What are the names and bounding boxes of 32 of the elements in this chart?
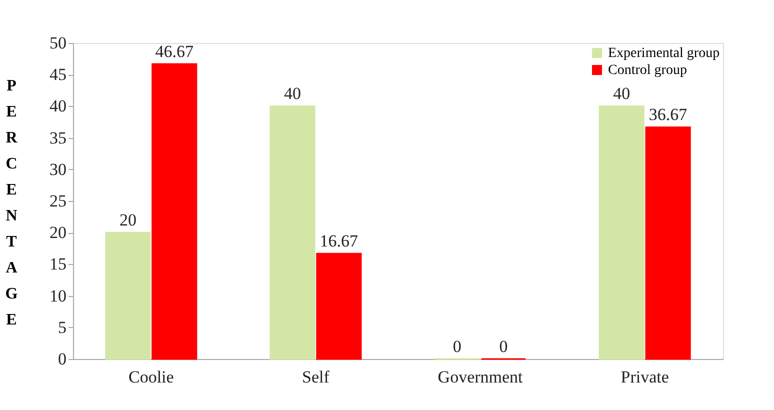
bar (598, 105, 644, 360)
y-tick-label: 50 (50, 34, 66, 52)
bar (105, 232, 151, 360)
y-tick-label: 20 (50, 223, 66, 242)
text: PERCENTAGE (5, 78, 18, 328)
bar (270, 105, 316, 360)
bar (316, 252, 362, 360)
data-label: 46.67 (155, 42, 194, 62)
data-label: 36.67 (648, 105, 688, 124)
legend-label: Experimental group (608, 46, 720, 61)
y-tick-label: 35 (50, 128, 66, 148)
x-tick-label: Self (302, 368, 330, 386)
y-tick-label: 15 (50, 254, 66, 274)
y-tick-label: 10 (50, 286, 66, 306)
bar (645, 126, 691, 360)
data-label: 0 (499, 337, 508, 356)
bar (152, 63, 198, 360)
x-tick-label: Government (438, 368, 524, 386)
y-tick-label: 45 (50, 65, 66, 84)
y-tick-label: 5 (58, 318, 66, 337)
data-label: 40 (284, 84, 302, 104)
data-label: 20 (119, 210, 136, 230)
x-tick-label: Private (620, 368, 669, 386)
y-tick-label: 0 (58, 350, 66, 368)
y-tick-label: 25 (50, 192, 66, 210)
data-label: 16.67 (320, 232, 359, 251)
y-tick-label: 30 (50, 160, 66, 179)
x-tick-label: Coolie (128, 368, 174, 386)
data-label: 0 (452, 337, 462, 356)
y-tick-label: 40 (50, 96, 66, 116)
data-label: 40 (613, 84, 630, 104)
legend-label: Control group (608, 63, 687, 78)
